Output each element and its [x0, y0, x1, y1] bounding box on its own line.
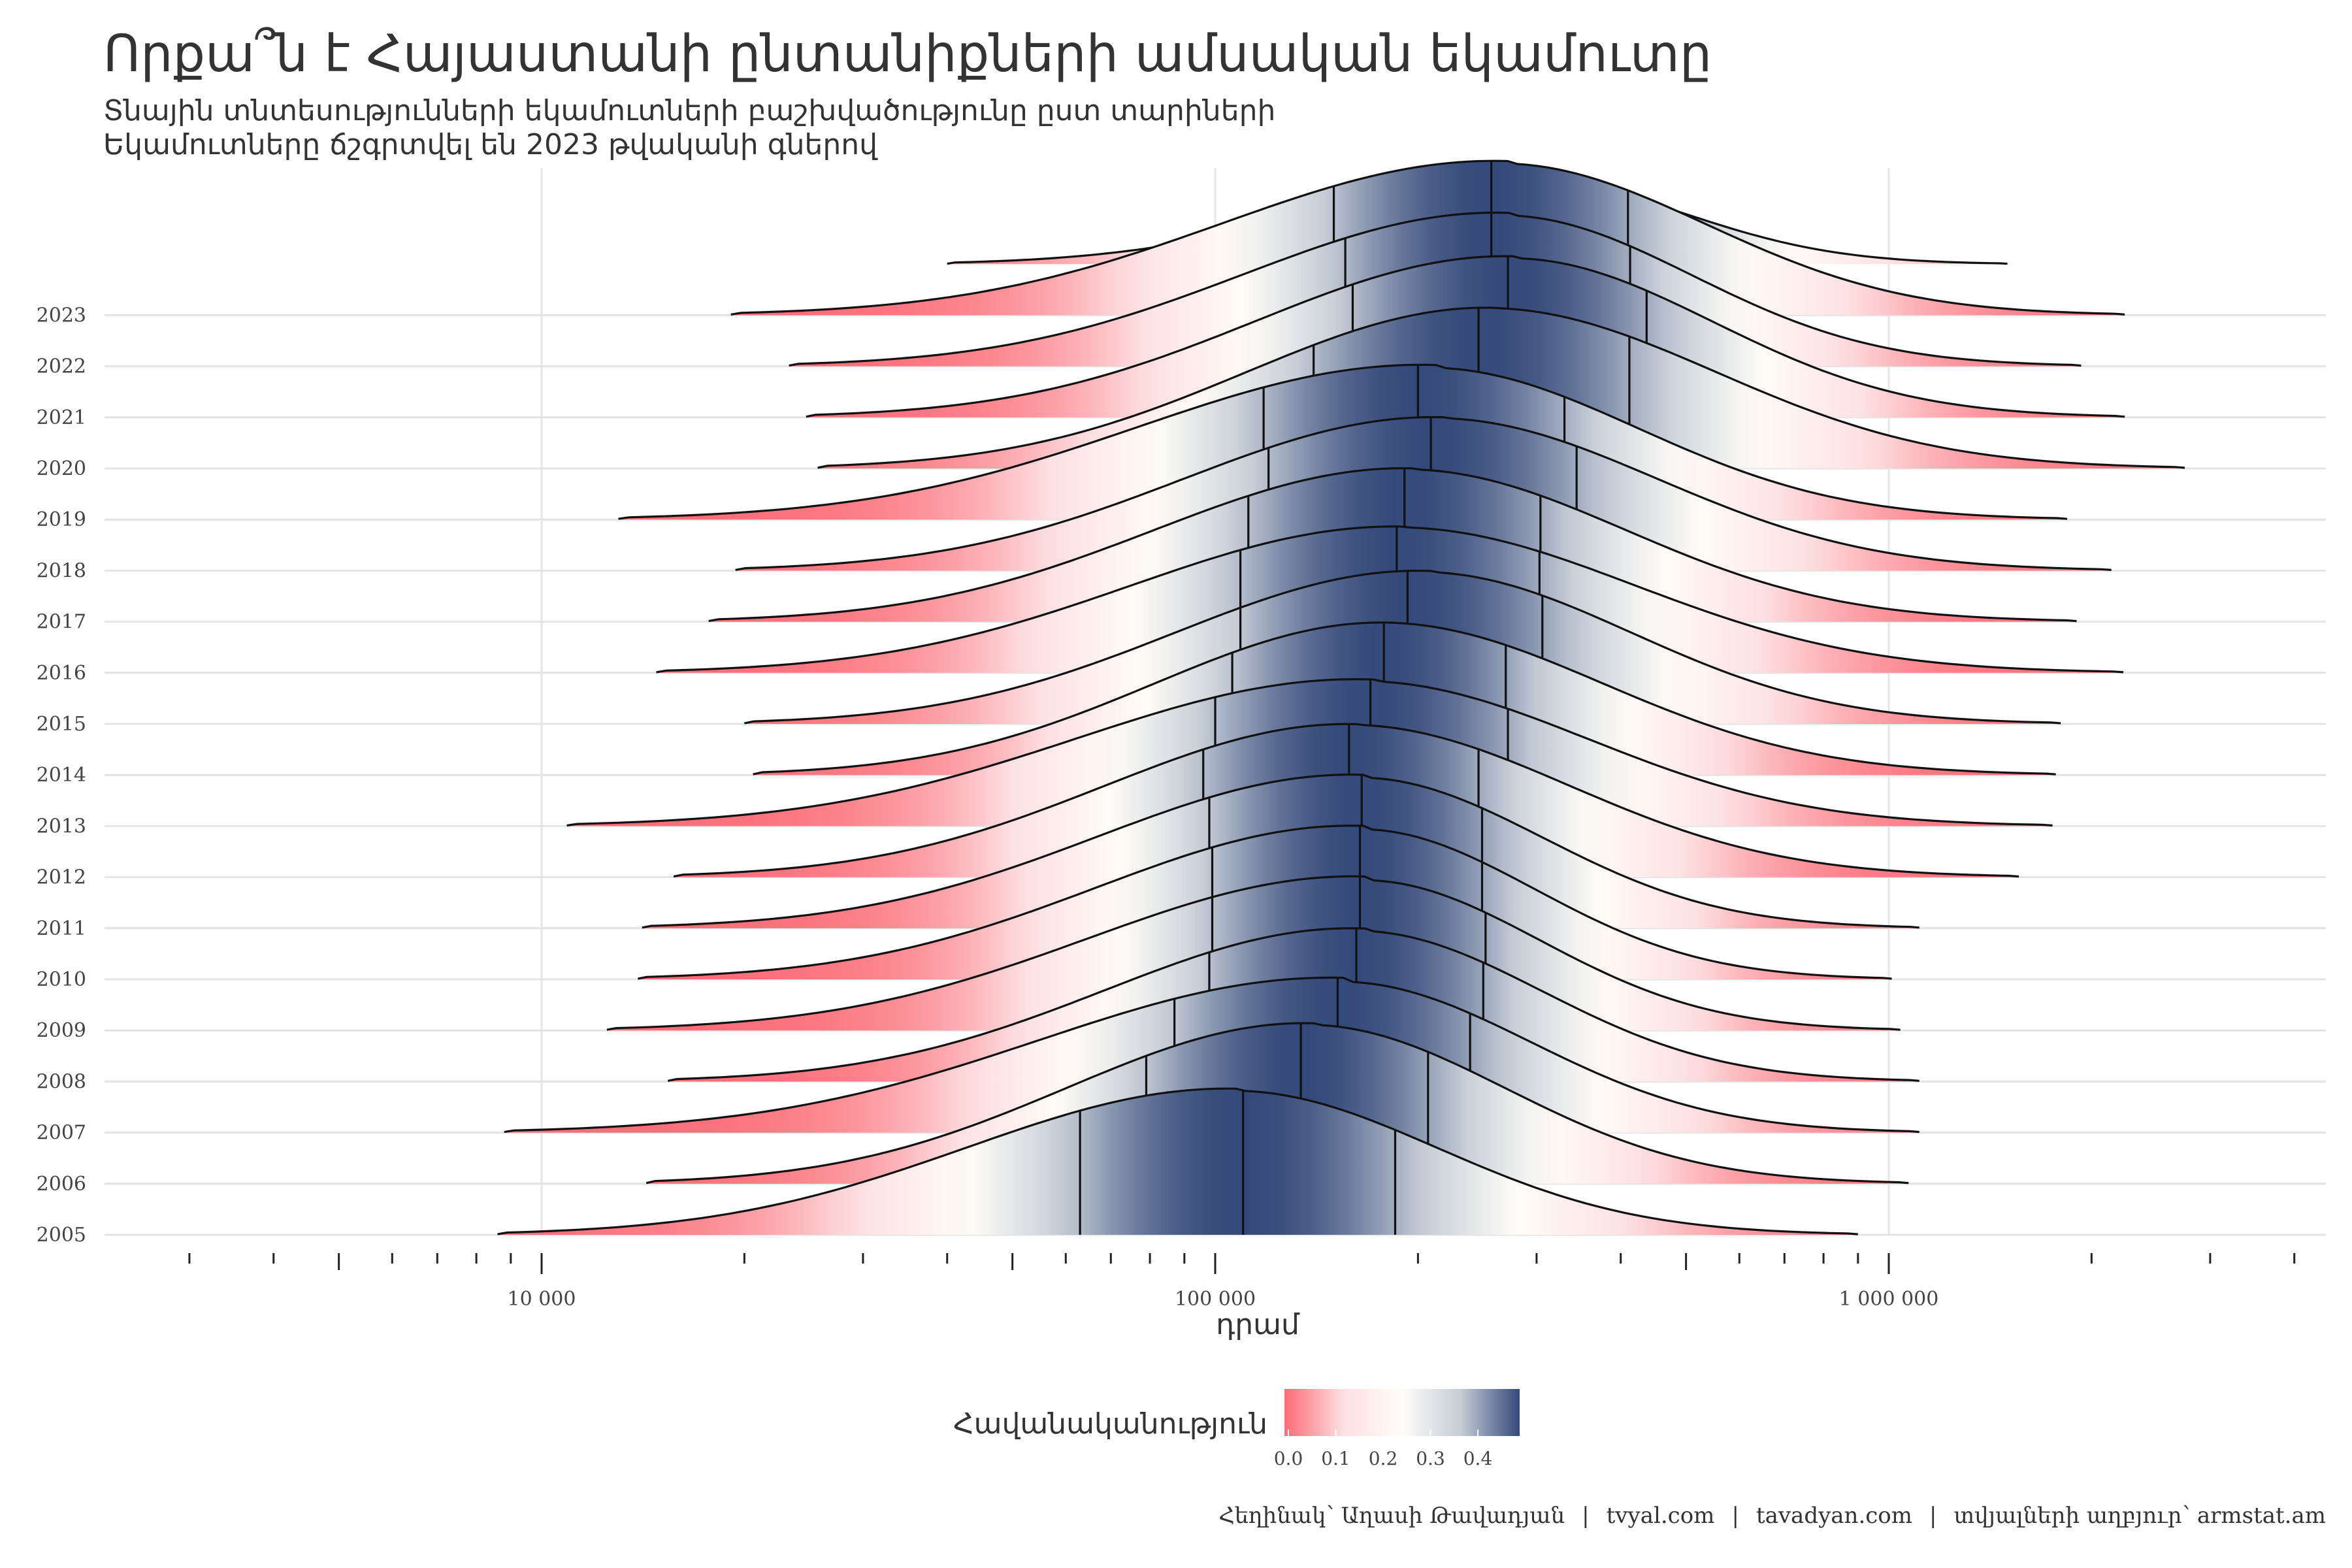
ridge-outline	[708, 467, 2077, 623]
caption-data-source: տվյալների աղբյուր՝ armstat.am	[1953, 1503, 2327, 1529]
x-tick-label: 10 000	[508, 1288, 576, 1311]
ridge-outline	[566, 678, 2053, 827]
ridge-outline	[642, 773, 1919, 929]
legend-tick-label: 0.4	[1463, 1448, 1493, 1469]
ridge-outline	[817, 306, 2185, 469]
y-tick-label: 2014	[37, 764, 86, 787]
y-tick-label: 2019	[37, 508, 86, 531]
ridge-outline	[645, 1022, 1909, 1184]
y-tick-label: 2005	[37, 1224, 86, 1247]
legend-tick-label: 0.1	[1321, 1448, 1350, 1469]
y-tick-label: 2016	[37, 662, 86, 685]
y-tick-label: 2012	[37, 866, 86, 889]
caption-author: Հեղինակ՝ Աղասի Թավադյան	[1218, 1503, 1565, 1529]
ridge-outline	[806, 255, 2125, 418]
ridge-outline	[744, 570, 2061, 725]
y-tick-label: 2010	[37, 968, 86, 991]
ridge-outline	[789, 211, 2082, 367]
x-tick-label: 1 000 000	[1839, 1288, 1939, 1311]
caption: Հեղինակ՝ Աղասի Թավադյան | tvyal.com | tavady…	[1218, 1503, 2326, 1529]
legend-tick-label: 0.0	[1274, 1448, 1303, 1469]
legend-title: Հավանականություն	[953, 1407, 1267, 1441]
caption-separator: |	[1731, 1503, 1739, 1529]
caption-site-tavadyan[interactable]: tavadyan.com	[1756, 1503, 1913, 1529]
chart-subtitle-line-1: Տնային տնտեսությունների եկամուտների բաշխ…	[103, 94, 1276, 127]
y-tick-label: 2018	[37, 559, 86, 582]
y-tick-label: 2015	[37, 713, 86, 736]
y-tick-label: 2021	[37, 406, 86, 429]
ridge-outline	[497, 1087, 1858, 1235]
y-tick-label: 2022	[37, 355, 86, 378]
ridge-outline	[656, 525, 2124, 674]
x-tick-label: 100 000	[1175, 1288, 1256, 1311]
x-axis-title: դրամ	[1216, 1308, 1300, 1341]
legend-tick-label: 0.2	[1369, 1448, 1398, 1469]
legend-tick-label: 0.3	[1416, 1448, 1445, 1469]
caption-site-tvyal[interactable]: tvyal.com	[1606, 1503, 1715, 1529]
y-tick-label: 2009	[37, 1019, 86, 1042]
chart-title: Որքա՞ն է Հայաստանի ընտանիքների ամսական ե…	[103, 25, 1712, 84]
ridge-outline	[504, 976, 1919, 1134]
ridge-outline	[618, 363, 2068, 520]
ridge-outline	[667, 927, 1919, 1082]
ridge-outline	[673, 723, 2019, 878]
caption-separator: |	[1582, 1503, 1590, 1529]
y-tick-label: 2008	[37, 1070, 86, 1093]
y-tick-label: 2007	[37, 1122, 86, 1145]
y-tick-label: 2011	[37, 917, 86, 940]
y-tick-label: 2017	[37, 611, 86, 634]
legend-colorbar	[1284, 1389, 1520, 1436]
ridge-fill	[497, 1088, 1858, 1235]
caption-separator: |	[1929, 1503, 1937, 1529]
ridge-outline	[606, 875, 1901, 1031]
y-tick-label: 2013	[37, 815, 86, 838]
y-tick-label: 2023	[37, 304, 86, 327]
ridge-outline	[638, 825, 1892, 980]
ridge-outline	[753, 621, 2056, 776]
ridge-outline	[730, 159, 2125, 316]
ridge-outline	[735, 416, 2112, 571]
y-tick-label: 2020	[37, 457, 86, 480]
chart-subtitle-line-2: Եկամուտները ճշգրտվել են 2023 թվականի գնե…	[103, 128, 878, 161]
y-tick-label: 2006	[37, 1173, 86, 1196]
